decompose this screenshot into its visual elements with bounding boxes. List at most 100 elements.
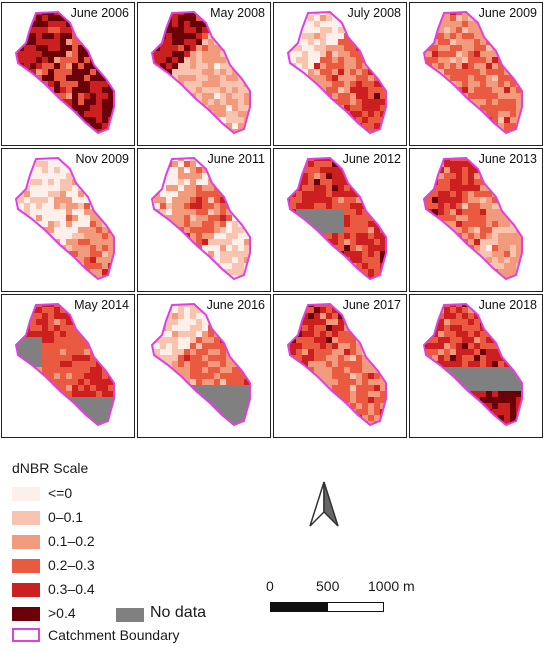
raster-cell bbox=[184, 275, 190, 279]
raster-cell bbox=[522, 373, 528, 379]
raster-cell bbox=[108, 179, 114, 185]
raster-cell bbox=[492, 349, 498, 355]
raster-cell bbox=[450, 63, 456, 69]
raster-cell bbox=[30, 427, 36, 433]
raster-cell bbox=[326, 397, 332, 403]
raster-cell bbox=[16, 39, 18, 45]
raster-cell bbox=[154, 325, 160, 331]
raster-cell bbox=[24, 203, 30, 209]
raster-cell bbox=[498, 427, 504, 433]
raster-cell bbox=[498, 135, 504, 141]
raster-cell bbox=[114, 263, 120, 269]
raster-cell bbox=[374, 337, 380, 343]
raster-cell bbox=[374, 45, 380, 51]
raster-cell bbox=[380, 129, 386, 133]
raster-cell bbox=[338, 227, 344, 233]
raster-cell bbox=[16, 391, 18, 397]
raster-cell bbox=[66, 239, 72, 245]
raster-cell bbox=[308, 331, 314, 337]
raster-cell bbox=[90, 191, 96, 197]
raster-cell bbox=[296, 129, 302, 133]
raster-cell bbox=[214, 367, 220, 373]
raster-cell bbox=[386, 361, 392, 367]
raster-cell bbox=[288, 239, 290, 245]
raster-cell bbox=[18, 227, 24, 233]
raster-cell bbox=[208, 355, 214, 361]
raster-cell bbox=[232, 197, 238, 203]
raster-cell bbox=[338, 69, 344, 75]
raster-cell bbox=[172, 93, 178, 99]
raster-cell bbox=[48, 111, 54, 117]
raster-cell bbox=[290, 379, 296, 385]
raster-cell bbox=[456, 367, 462, 373]
raster-cell bbox=[160, 221, 166, 227]
raster-cell bbox=[90, 257, 96, 263]
raster-cell bbox=[226, 257, 232, 263]
raster-cell bbox=[462, 331, 468, 337]
raster-cell bbox=[238, 167, 244, 173]
raster-cell bbox=[196, 209, 202, 215]
raster-cell bbox=[450, 355, 456, 361]
raster-cell bbox=[152, 379, 154, 385]
raster-cell bbox=[356, 105, 362, 111]
raster-cell bbox=[90, 185, 96, 191]
raster-cell bbox=[498, 123, 504, 129]
raster-cell bbox=[362, 221, 368, 227]
raster-cell bbox=[432, 87, 438, 93]
raster-cell bbox=[474, 343, 480, 349]
raster-cell bbox=[42, 307, 48, 313]
raster-cell bbox=[474, 409, 480, 415]
raster-cell bbox=[184, 269, 190, 275]
raster-cell bbox=[522, 215, 528, 221]
raster-cell bbox=[426, 325, 432, 331]
raster-cell bbox=[320, 307, 326, 313]
raster-cell bbox=[152, 251, 154, 257]
raster-cell bbox=[314, 331, 320, 337]
raster-cell bbox=[504, 385, 510, 391]
raster-cell bbox=[450, 427, 456, 433]
raster-cell bbox=[510, 173, 516, 179]
raster-cell bbox=[232, 191, 238, 197]
raster-cell bbox=[196, 135, 202, 141]
raster-cell bbox=[178, 45, 184, 51]
raster-cell bbox=[426, 15, 432, 21]
raster-cell bbox=[114, 57, 120, 63]
raster-cell bbox=[498, 99, 504, 105]
raster-cell bbox=[386, 33, 392, 39]
raster-cell bbox=[474, 379, 480, 385]
raster-cell bbox=[196, 343, 202, 349]
raster-cell bbox=[24, 379, 30, 385]
raster-cell bbox=[380, 209, 386, 215]
raster-cell bbox=[438, 257, 444, 263]
raster-cell bbox=[102, 355, 108, 361]
raster-cell bbox=[72, 281, 78, 287]
raster-cell bbox=[424, 257, 426, 263]
raster-cell bbox=[54, 123, 60, 129]
raster-cell bbox=[350, 81, 356, 87]
raster-cell bbox=[220, 373, 226, 379]
raster-cell bbox=[178, 367, 184, 373]
raster-cell bbox=[504, 239, 510, 245]
raster-cell bbox=[498, 415, 504, 421]
raster-cell bbox=[308, 87, 314, 93]
raster-cell bbox=[16, 409, 18, 415]
raster-cell bbox=[296, 403, 302, 409]
raster-cell bbox=[178, 263, 184, 269]
raster-cell bbox=[202, 343, 208, 349]
raster-cell bbox=[54, 69, 60, 75]
raster-cell bbox=[474, 239, 480, 245]
raster-cell bbox=[96, 391, 102, 397]
raster-cell bbox=[238, 135, 244, 141]
raster-cell bbox=[66, 331, 72, 337]
raster-cell bbox=[196, 87, 202, 93]
raster-cell bbox=[510, 203, 516, 209]
raster-cell bbox=[108, 275, 114, 279]
raster-cell bbox=[190, 191, 196, 197]
raster-cell bbox=[374, 379, 380, 385]
raster-cell bbox=[172, 391, 178, 397]
raster-cell bbox=[516, 45, 522, 51]
raster-cell bbox=[78, 313, 84, 319]
raster-cell bbox=[438, 57, 444, 63]
raster-cell bbox=[226, 313, 232, 319]
raster-cell bbox=[184, 21, 190, 27]
